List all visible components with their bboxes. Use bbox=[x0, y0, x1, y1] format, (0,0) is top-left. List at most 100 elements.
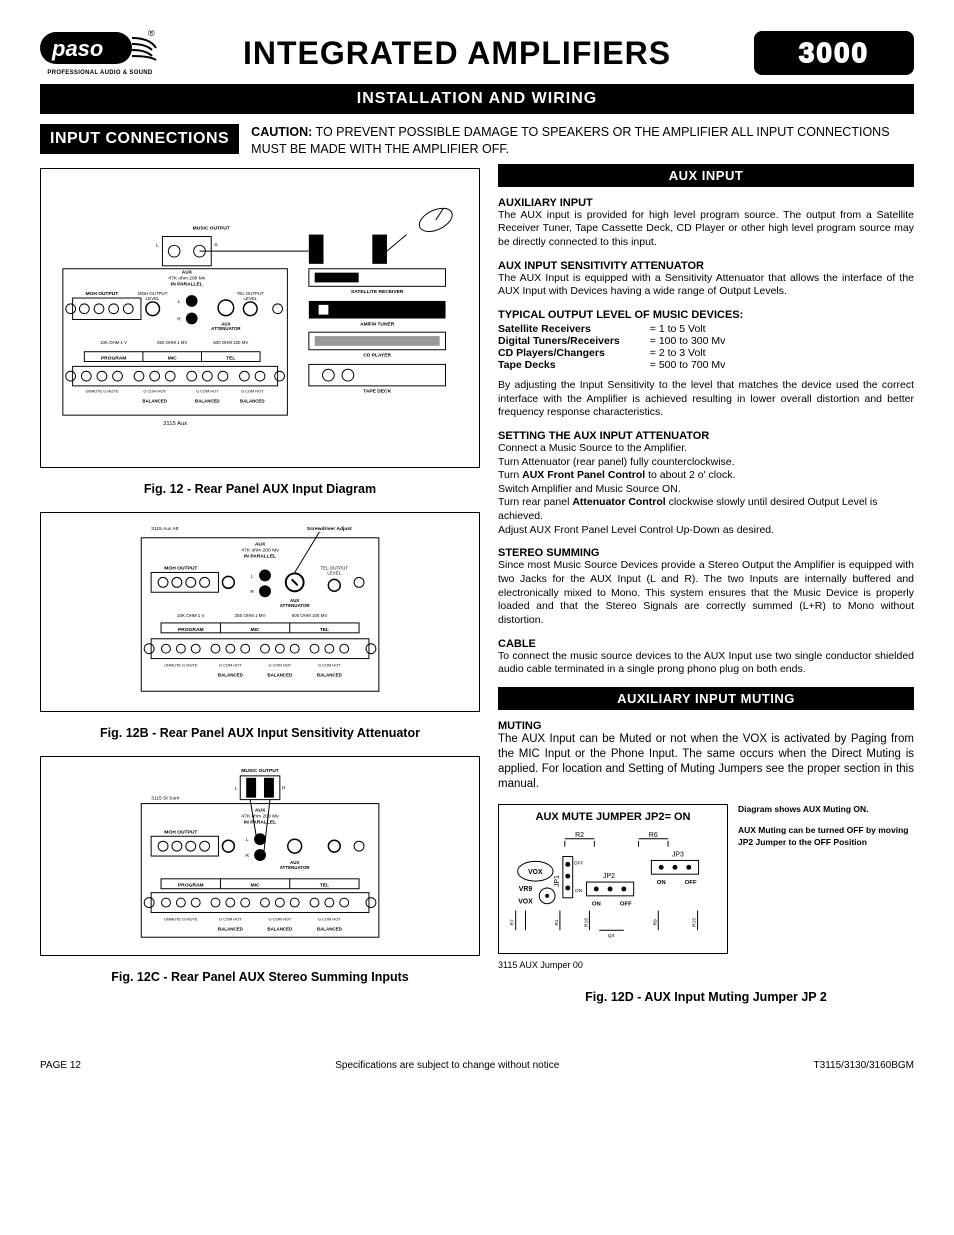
svg-text:MOH OUTPUT: MOH OUTPUT bbox=[164, 565, 197, 571]
footer-mid: Specifications are subject to change wit… bbox=[335, 1060, 559, 1071]
svg-text:LEVEL: LEVEL bbox=[243, 296, 257, 301]
svg-text:BALANCED: BALANCED bbox=[317, 672, 343, 677]
fig12c-svg: MUSIC OUTPUT LR 3115 St Sum AUX 47K ohm … bbox=[52, 762, 468, 950]
svg-text:BALANCED: BALANCED bbox=[267, 926, 293, 931]
svg-text:TEL: TEL bbox=[320, 627, 329, 633]
svg-text:G COM HOT: G COM HOT bbox=[318, 916, 341, 921]
jumper-side-text: Diagram shows AUX Muting ON. AUX Muting … bbox=[738, 804, 914, 848]
dev1-val: = 100 to 300 Mv bbox=[650, 335, 726, 347]
model-badge: 3000 bbox=[754, 31, 914, 75]
svg-text:ATTENUATOR: ATTENUATOR bbox=[280, 865, 311, 870]
svg-text:PROGRAM: PROGRAM bbox=[101, 356, 126, 362]
svg-text:OFF: OFF bbox=[685, 880, 697, 886]
aux-input-h3: TYPICAL OUTPUT LEVEL OF MUSIC DEVICES: bbox=[498, 309, 914, 321]
aux-input-p1: The AUX input is provided for high level… bbox=[498, 209, 914, 250]
svg-text:BALANCED: BALANCED bbox=[218, 926, 244, 931]
aux-input-h2: AUX INPUT SENSITIVITY ATTENUATOR bbox=[498, 260, 914, 272]
fig12b-svg: 3115 Aux Att Screwdriver Adjust AUX 47K … bbox=[52, 518, 468, 706]
svg-text:JP2: JP2 bbox=[603, 873, 615, 880]
svg-text:10K OHM 1 V: 10K OHM 1 V bbox=[100, 340, 127, 345]
aux-input-h6: CABLE bbox=[498, 638, 914, 650]
svg-text:UNMUTE G MUTE: UNMUTE G MUTE bbox=[164, 662, 198, 667]
svg-text:LEVEL: LEVEL bbox=[146, 296, 160, 301]
aux-input-p6: To connect the music source devices to t… bbox=[498, 650, 914, 677]
svg-text:AUX: AUX bbox=[182, 270, 193, 276]
fig12d-caption: Fig. 12D - AUX Input Muting Jumper JP 2 bbox=[498, 990, 914, 1004]
svg-text:VR9: VR9 bbox=[519, 886, 533, 893]
fig12-caption: Fig. 12 - Rear Panel AUX Input Diagram bbox=[40, 482, 480, 496]
svg-text:PROGRAM: PROGRAM bbox=[178, 627, 204, 633]
svg-text:250 OHM 1 MV: 250 OHM 1 MV bbox=[157, 340, 187, 345]
fig12-diagram: MUSIC OUTPUT LR AUX 47K ohm 200 Mv IN PA… bbox=[40, 168, 480, 468]
page-title: INTEGRATED AMPLIFIERS bbox=[160, 35, 754, 72]
svg-text:OFF: OFF bbox=[620, 901, 632, 907]
aux-input-h5: STEREO SUMMING bbox=[498, 547, 914, 559]
svg-text:AUX: AUX bbox=[255, 541, 266, 547]
svg-text:MIC: MIC bbox=[251, 882, 260, 888]
svg-text:VOX: VOX bbox=[528, 869, 543, 876]
fig12-svg: MUSIC OUTPUT LR AUX 47K ohm 200 Mv IN PA… bbox=[52, 176, 468, 459]
svg-text:R6: R6 bbox=[649, 831, 658, 838]
svg-text:MIC: MIC bbox=[251, 627, 260, 633]
svg-text:47K ohm 200 Mv: 47K ohm 200 Mv bbox=[241, 547, 279, 553]
caution-text: CAUTION: TO PREVENT POSSIBLE DAMAGE TO S… bbox=[251, 124, 914, 158]
paso-logo-icon: paso ® bbox=[40, 30, 160, 70]
svg-text:ON: ON bbox=[657, 880, 666, 886]
svg-text:IN PARALLEL: IN PARALLEL bbox=[171, 282, 203, 288]
fig12b-diagram: 3115 Aux Att Screwdriver Adjust AUX 47K … bbox=[40, 512, 480, 712]
svg-text:OFF: OFF bbox=[574, 860, 584, 866]
svg-text:G COM HOT: G COM HOT bbox=[143, 389, 166, 394]
caution-label: CAUTION: bbox=[251, 125, 312, 139]
svg-text:®: ® bbox=[148, 30, 155, 38]
jumper-side1: Diagram shows AUX Muting ON. bbox=[738, 804, 914, 815]
aux-input-p3: By adjusting the Input Sensitivity to th… bbox=[498, 379, 914, 420]
model-number: 3000 bbox=[799, 37, 869, 69]
svg-text:R9: R9 bbox=[652, 919, 658, 926]
aux-input-h4: SETTING THE AUX INPUT ATTENUATOR bbox=[498, 430, 914, 442]
section-bar-installation: INSTALLATION AND WIRING bbox=[40, 84, 914, 114]
svg-text:R: R bbox=[282, 785, 286, 791]
device-level-table: Satellite Receivers Digital Tuners/Recei… bbox=[498, 323, 914, 371]
page-footer: PAGE 12 Specifications are subject to ch… bbox=[40, 1060, 914, 1071]
left-column: MUSIC OUTPUT L R AUX 47K ohm 200 Mv IN PA… bbox=[40, 164, 480, 1020]
svg-text:MUSIC OUTPUT: MUSIC OUTPUT bbox=[193, 226, 230, 232]
svg-text:R15: R15 bbox=[692, 917, 698, 926]
setting-lines: Connect a Music Source to the Amplifier.… bbox=[498, 442, 914, 537]
svg-text:3115 St Sum: 3115 St Sum bbox=[151, 795, 179, 801]
page-header: paso ® PROFESSIONAL AUDIO & SOUND INTEGR… bbox=[40, 30, 914, 76]
logo-subtitle: PROFESSIONAL AUDIO & SOUND bbox=[47, 70, 152, 76]
svg-text:MOH OUTPUT: MOH OUTPUT bbox=[85, 291, 118, 297]
svg-text:BALANCED: BALANCED bbox=[195, 399, 220, 404]
svg-text:600 OHM 100 MV: 600 OHM 100 MV bbox=[213, 340, 248, 345]
svg-text:R: R bbox=[250, 589, 254, 595]
svg-text:47K ohm 200 Mv: 47K ohm 200 Mv bbox=[241, 813, 279, 819]
svg-text:ON: ON bbox=[592, 901, 601, 907]
svg-text:SATELLITE RECEIVER: SATELLITE RECEIVER bbox=[351, 289, 404, 295]
svg-text:paso: paso bbox=[51, 36, 103, 61]
dev2-val: = 2 to 3 Volt bbox=[650, 347, 706, 359]
dev1-name: Digital Tuners/Receivers bbox=[498, 335, 620, 347]
svg-text:47K ohm 200 Mv: 47K ohm 200 Mv bbox=[168, 276, 205, 282]
svg-text:G COM HOT: G COM HOT bbox=[318, 662, 341, 667]
svg-text:PROGRAM: PROGRAM bbox=[178, 882, 204, 888]
svg-text:BALANCED: BALANCED bbox=[142, 399, 167, 404]
svg-text:MIC: MIC bbox=[168, 356, 177, 362]
svg-text:L: L bbox=[235, 785, 238, 791]
aux-input-h1: AUXILIARY INPUT bbox=[498, 197, 914, 209]
svg-text:R16: R16 bbox=[583, 917, 589, 926]
input-connections-row: INPUT CONNECTIONS CAUTION: TO PREVENT PO… bbox=[40, 124, 914, 158]
svg-text:JP3: JP3 bbox=[672, 851, 684, 858]
svg-text:250 OHM 1 MV: 250 OHM 1 MV bbox=[235, 613, 266, 618]
svg-text:JP1: JP1 bbox=[554, 875, 561, 887]
svg-text:IN PARALLEL: IN PARALLEL bbox=[244, 553, 276, 559]
svg-text:CD PLAYER: CD PLAYER bbox=[363, 353, 391, 359]
muting-h1: MUTING bbox=[498, 720, 914, 732]
right-column: AUX INPUT AUXILIARY INPUT The AUX input … bbox=[498, 164, 914, 1020]
svg-text:G COM HOT: G COM HOT bbox=[241, 389, 264, 394]
svg-text:Screwdriver Adjust: Screwdriver Adjust bbox=[307, 526, 352, 532]
svg-text:L: L bbox=[156, 242, 159, 248]
svg-text:AM/FM TUNER: AM/FM TUNER bbox=[360, 322, 395, 328]
svg-text:TEL: TEL bbox=[320, 882, 329, 888]
muting-p1: The AUX Input can be Muted or not when t… bbox=[498, 732, 914, 792]
dev0-name: Satellite Receivers bbox=[498, 323, 620, 335]
